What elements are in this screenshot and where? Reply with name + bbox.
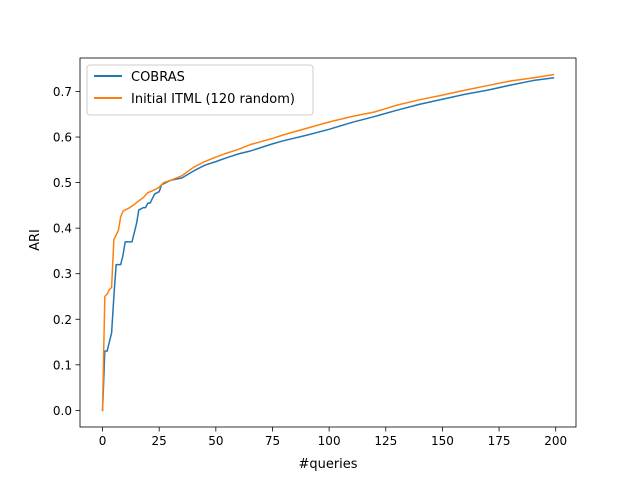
x-tick-label: 125 <box>374 434 397 448</box>
x-tick-label: 150 <box>431 434 454 448</box>
plot-area <box>101 73 555 412</box>
x-tick-label: 50 <box>208 434 223 448</box>
x-tick-label: 175 <box>488 434 511 448</box>
legend-label-initial-itml: Initial ITML (120 random) <box>131 92 295 107</box>
legend: COBRAS Initial ITML (120 random) <box>86 64 314 116</box>
y-tick-label: 0.0 <box>53 404 72 418</box>
y-axis-label: ARI <box>28 229 43 251</box>
series-line-initial-itml-120-random <box>101 73 555 412</box>
x-tick-label: 100 <box>318 434 341 448</box>
x-tick-label: 0 <box>99 434 107 448</box>
y-tick-label: 0.7 <box>53 85 72 99</box>
x-tick-label: 25 <box>152 434 167 448</box>
axes-frame <box>79 57 577 428</box>
legend-box <box>86 64 314 116</box>
y-tick-label: 0.1 <box>53 358 72 372</box>
y-tick-label: 0.5 <box>53 176 72 190</box>
x-tick-label: 75 <box>265 434 280 448</box>
legend-label-cobras: COBRAS <box>131 70 185 85</box>
y-tick-label: 0.3 <box>53 267 72 281</box>
y-tick-label: 0.6 <box>53 131 72 145</box>
y-tick-label: 0.4 <box>53 222 72 236</box>
x-tick-label: 200 <box>544 434 567 448</box>
x-axis-label: #queries <box>298 457 357 472</box>
y-tick-label: 0.2 <box>53 313 72 327</box>
axes: 0 25 50 75 100 125 150 175 200 0.0 0.1 0.2 0.3 0.4 0.5… <box>53 57 577 448</box>
